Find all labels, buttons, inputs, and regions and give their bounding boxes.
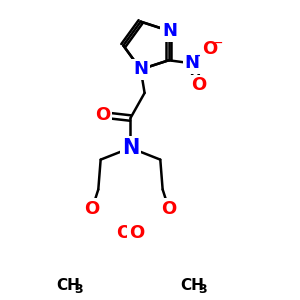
Text: O: O xyxy=(129,224,144,242)
Text: O: O xyxy=(117,224,132,242)
Text: O: O xyxy=(202,40,217,58)
Text: CH: CH xyxy=(181,278,204,293)
Text: O: O xyxy=(84,200,100,218)
Text: +: + xyxy=(196,51,205,61)
Text: 3: 3 xyxy=(198,284,207,296)
Text: N: N xyxy=(185,54,200,72)
Text: 3: 3 xyxy=(74,284,83,296)
Text: N: N xyxy=(133,60,148,78)
Text: N: N xyxy=(162,22,177,40)
Text: N: N xyxy=(122,138,139,158)
Text: O: O xyxy=(161,200,176,218)
Text: O: O xyxy=(95,106,111,124)
Text: CH: CH xyxy=(56,278,80,293)
Text: −: − xyxy=(214,38,224,48)
Text: O: O xyxy=(191,76,206,94)
